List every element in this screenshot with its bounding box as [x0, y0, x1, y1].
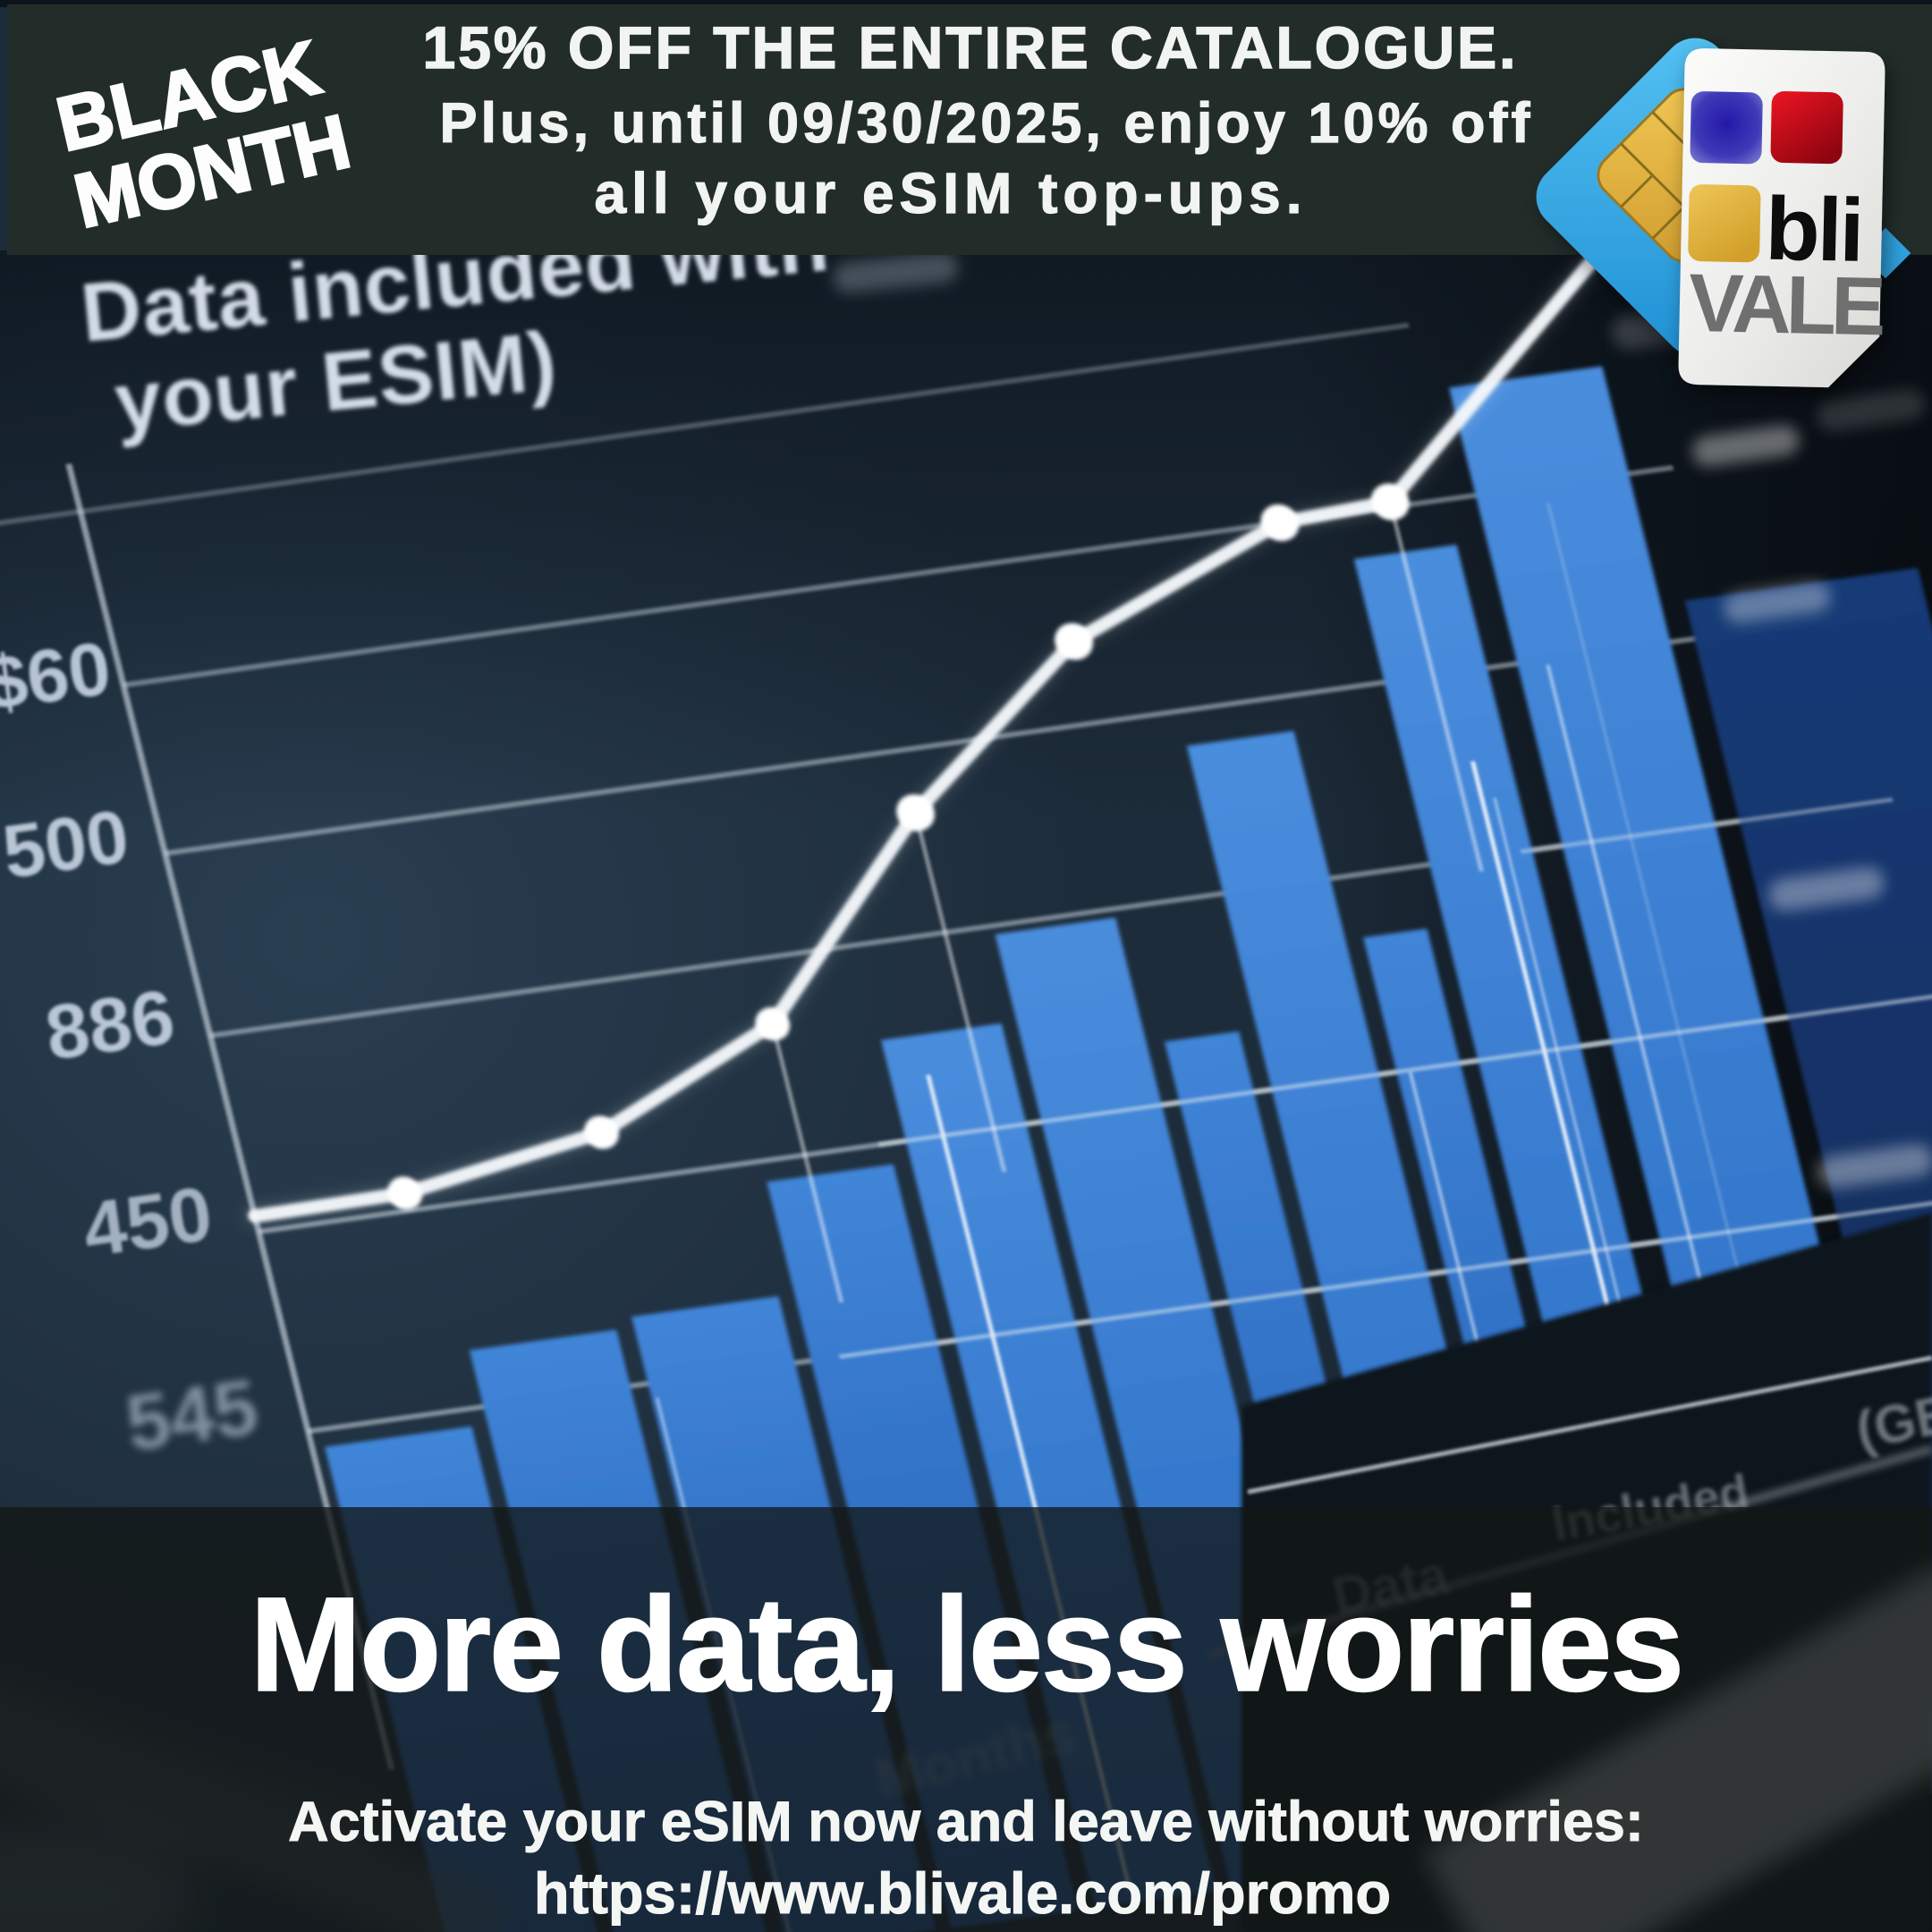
svg-text:500: 500	[0, 793, 133, 894]
svg-text:545: 545	[121, 1361, 263, 1467]
svg-text:VALE: VALE	[1688, 258, 1884, 353]
svg-text:450: 450	[78, 1171, 216, 1274]
svg-text:$60: $60	[0, 625, 115, 726]
svg-text:bli: bli	[1765, 179, 1863, 281]
svg-text:886: 886	[40, 974, 179, 1077]
